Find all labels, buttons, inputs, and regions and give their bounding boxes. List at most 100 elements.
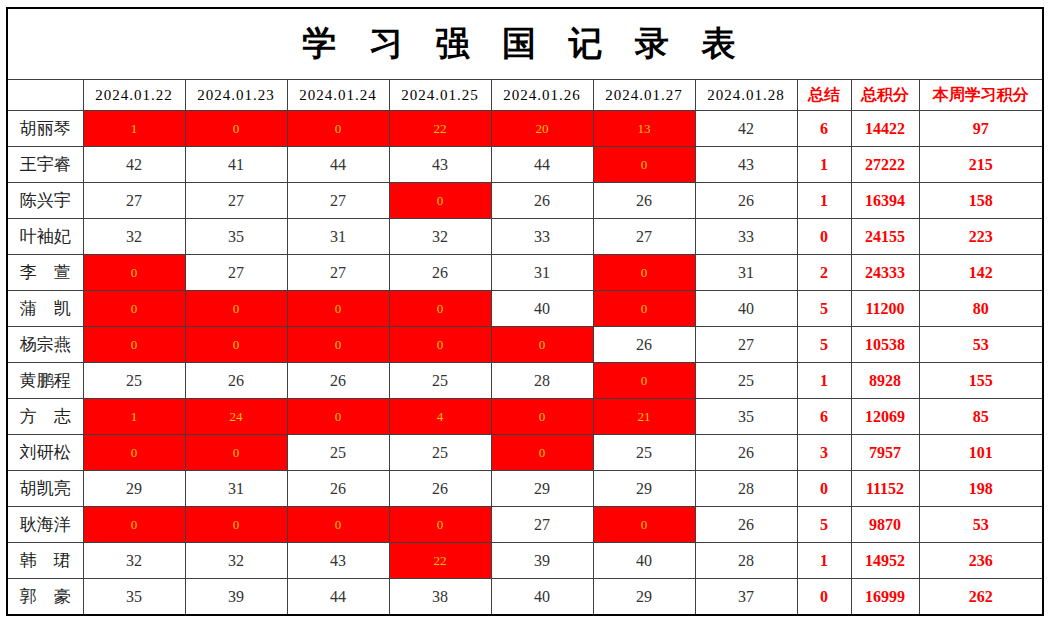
student-name: 叶袖妃 xyxy=(7,219,83,255)
day-score-cell: 0 xyxy=(491,435,593,471)
day-score-cell: 42 xyxy=(83,147,185,183)
day-score-cell: 0 xyxy=(185,327,287,363)
day-score-cell: 0 xyxy=(287,399,389,435)
week-points-cell: 53 xyxy=(919,327,1043,363)
summary-count-cell: 1 xyxy=(797,543,851,579)
date-header: 2024.01.22 xyxy=(83,80,185,111)
week-points-cell: 142 xyxy=(919,255,1043,291)
day-score-cell: 26 xyxy=(695,183,797,219)
day-score-cell: 35 xyxy=(83,579,185,616)
table-row: 刘研松 0 0 25 25 0 25 26 3 7957 101 xyxy=(7,435,1043,471)
total-points-cell: 24333 xyxy=(851,255,919,291)
date-header: 2024.01.26 xyxy=(491,80,593,111)
day-score-cell: 28 xyxy=(695,471,797,507)
day-score-cell: 29 xyxy=(83,471,185,507)
day-score-cell: 41 xyxy=(185,147,287,183)
week-points-cell: 85 xyxy=(919,399,1043,435)
day-score-cell: 37 xyxy=(695,579,797,616)
day-score-cell: 44 xyxy=(287,147,389,183)
day-score-cell: 27 xyxy=(593,219,695,255)
day-score-cell: 0 xyxy=(593,363,695,399)
day-score-cell: 27 xyxy=(83,183,185,219)
week-points-cell: 223 xyxy=(919,219,1043,255)
total-points-cell: 12069 xyxy=(851,399,919,435)
day-score-cell: 33 xyxy=(695,219,797,255)
day-score-cell: 40 xyxy=(491,579,593,616)
summary-count-cell: 5 xyxy=(797,507,851,543)
day-score-cell: 28 xyxy=(695,543,797,579)
day-score-cell: 44 xyxy=(287,579,389,616)
student-name: 郭 豪 xyxy=(7,579,83,616)
day-score-cell: 25 xyxy=(287,435,389,471)
day-score-cell: 43 xyxy=(389,147,491,183)
record-sheet: 学 习 强 国 记 录 表 2024.01.222024.01.232024.0… xyxy=(6,7,1044,616)
table-row: 方 志 1 24 0 4 0 21 35 6 12069 85 xyxy=(7,399,1043,435)
total-points-cell: 11152 xyxy=(851,471,919,507)
summary-count-cell: 1 xyxy=(797,183,851,219)
day-score-cell: 31 xyxy=(287,219,389,255)
summary-count-cell: 5 xyxy=(797,291,851,327)
day-score-cell: 29 xyxy=(593,471,695,507)
day-score-cell: 40 xyxy=(695,291,797,327)
day-score-cell: 0 xyxy=(287,327,389,363)
day-score-cell: 26 xyxy=(593,327,695,363)
day-score-cell: 35 xyxy=(695,399,797,435)
day-score-cell: 32 xyxy=(389,219,491,255)
table-row: 蒲 凯 0 0 0 0 40 0 40 5 11200 80 xyxy=(7,291,1043,327)
week-points-cell: 101 xyxy=(919,435,1043,471)
week-points-cell: 158 xyxy=(919,183,1043,219)
summary-count-cell: 3 xyxy=(797,435,851,471)
total-points-cell: 16394 xyxy=(851,183,919,219)
day-score-cell: 31 xyxy=(491,255,593,291)
table-row: 郭 豪 35 39 44 38 40 29 37 0 16999 262 xyxy=(7,579,1043,616)
day-score-cell: 35 xyxy=(185,219,287,255)
day-score-cell: 27 xyxy=(287,183,389,219)
summary-count-cell: 0 xyxy=(797,219,851,255)
student-name: 杨宗燕 xyxy=(7,327,83,363)
table-row: 胡凯亮 29 31 26 26 29 29 28 0 11152 198 xyxy=(7,471,1043,507)
day-score-cell: 1 xyxy=(83,111,185,147)
week-points-cell: 53 xyxy=(919,507,1043,543)
day-score-cell: 27 xyxy=(491,507,593,543)
day-score-cell: 4 xyxy=(389,399,491,435)
student-name: 黄鹏程 xyxy=(7,363,83,399)
day-score-cell: 0 xyxy=(491,327,593,363)
day-score-cell: 26 xyxy=(389,471,491,507)
day-score-cell: 0 xyxy=(83,507,185,543)
week-points-cell: 198 xyxy=(919,471,1043,507)
day-score-cell: 0 xyxy=(593,147,695,183)
day-score-cell: 0 xyxy=(287,291,389,327)
day-score-cell: 40 xyxy=(593,543,695,579)
page-title: 学 习 强 国 记 录 表 xyxy=(7,8,1043,80)
total-points-cell: 10538 xyxy=(851,327,919,363)
student-name: 陈兴宇 xyxy=(7,183,83,219)
day-score-cell: 0 xyxy=(185,435,287,471)
day-score-cell: 27 xyxy=(695,327,797,363)
day-score-cell: 0 xyxy=(83,291,185,327)
day-score-cell: 28 xyxy=(491,363,593,399)
day-score-cell: 25 xyxy=(593,435,695,471)
day-score-cell: 0 xyxy=(185,291,287,327)
total-points-cell: 24155 xyxy=(851,219,919,255)
day-score-cell: 26 xyxy=(287,363,389,399)
day-score-cell: 0 xyxy=(389,327,491,363)
week-points-cell: 97 xyxy=(919,111,1043,147)
date-header: 2024.01.24 xyxy=(287,80,389,111)
week-points-cell: 80 xyxy=(919,291,1043,327)
day-score-cell: 20 xyxy=(491,111,593,147)
table-row: 黄鹏程 25 26 26 25 28 0 25 1 8928 155 xyxy=(7,363,1043,399)
day-score-cell: 38 xyxy=(389,579,491,616)
student-name: 韩 珺 xyxy=(7,543,83,579)
summary-count-cell: 5 xyxy=(797,327,851,363)
day-score-cell: 21 xyxy=(593,399,695,435)
day-score-cell: 29 xyxy=(593,579,695,616)
column-header-row: 2024.01.222024.01.232024.01.242024.01.25… xyxy=(7,80,1043,111)
week-points-cell: 262 xyxy=(919,579,1043,616)
day-score-cell: 26 xyxy=(491,183,593,219)
date-header: 2024.01.23 xyxy=(185,80,287,111)
day-score-cell: 26 xyxy=(593,183,695,219)
day-score-cell: 27 xyxy=(185,183,287,219)
total-points-cell: 14422 xyxy=(851,111,919,147)
day-score-cell: 26 xyxy=(695,507,797,543)
day-score-cell: 26 xyxy=(695,435,797,471)
